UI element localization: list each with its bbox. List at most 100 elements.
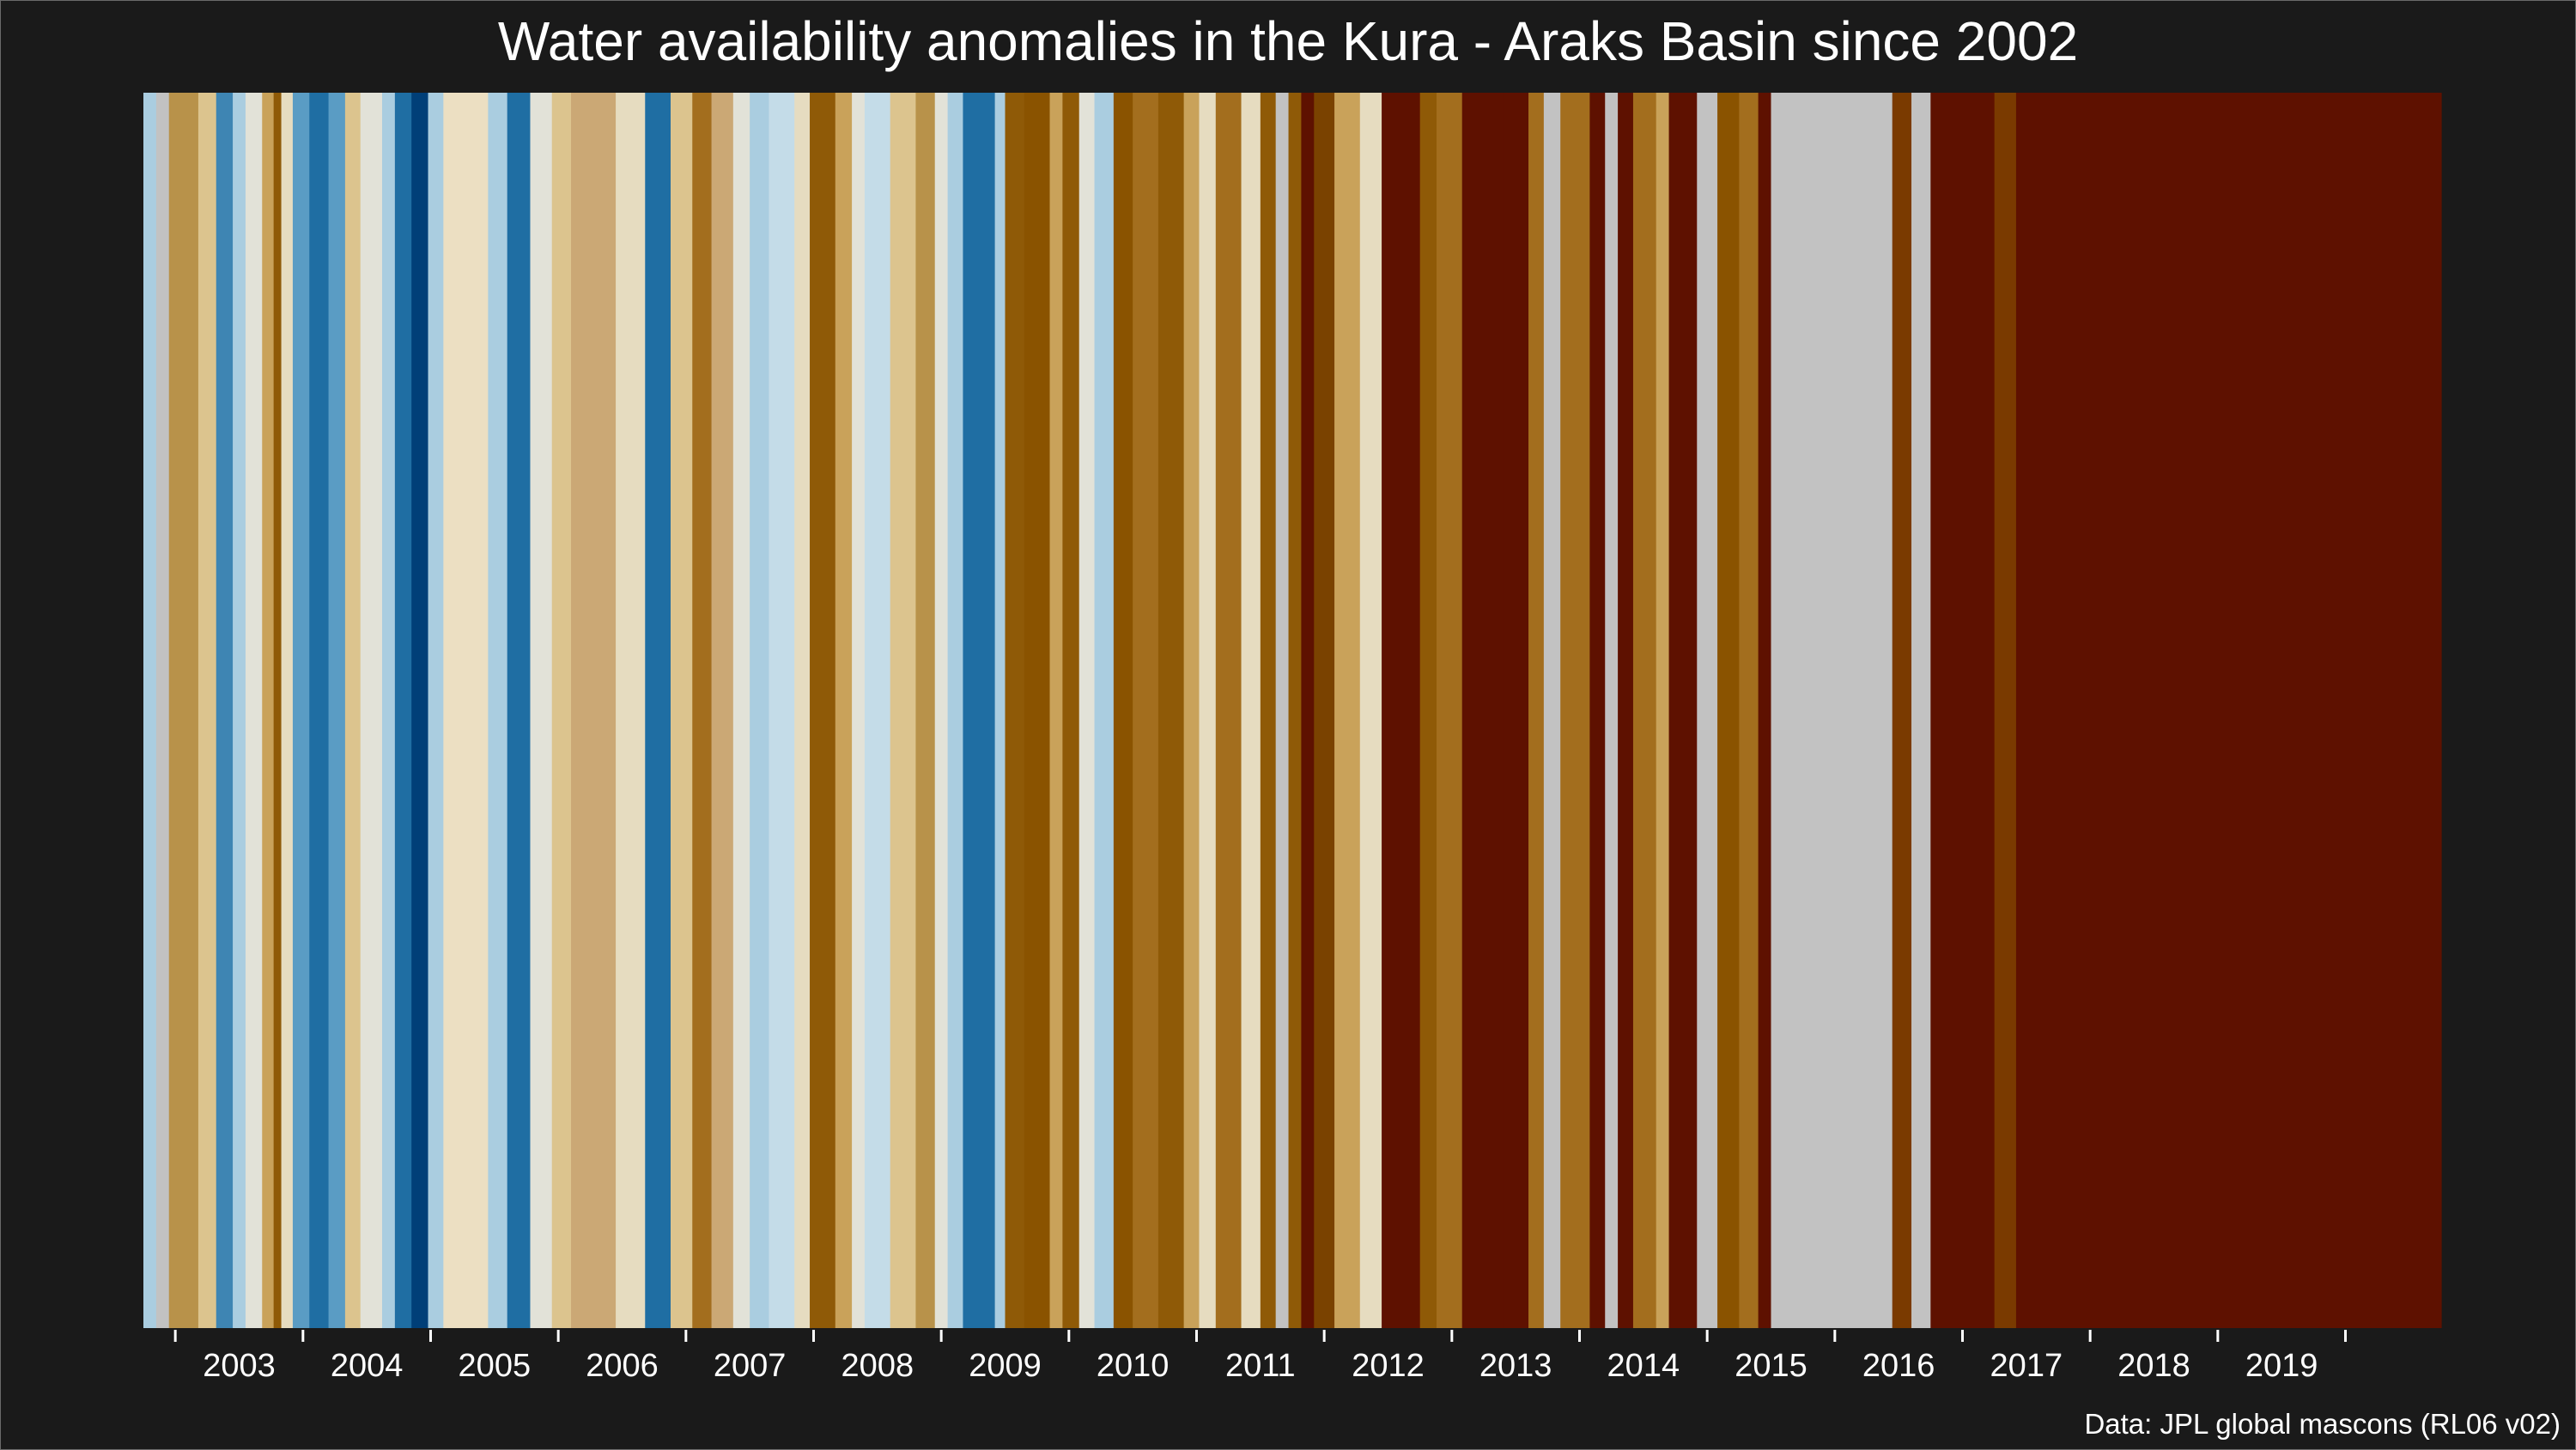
x-tick-label: 2006	[586, 1348, 659, 1384]
x-tick-label: 2016	[1862, 1348, 1935, 1384]
stripe-68	[1503, 93, 1529, 1328]
stripe-50	[1113, 93, 1133, 1328]
stripe-38	[890, 93, 917, 1328]
x-tick-label: 2010	[1097, 1348, 1170, 1384]
stripe-16	[394, 93, 412, 1328]
stripe-31	[750, 93, 770, 1328]
x-tick-label: 2009	[969, 1348, 1042, 1384]
stripe-35	[835, 93, 853, 1328]
stripe-2	[168, 93, 199, 1328]
stripe-48	[1078, 93, 1096, 1328]
stripe-37	[864, 93, 891, 1328]
stripe-86	[1930, 93, 1996, 1328]
stripe-78	[1697, 93, 1718, 1328]
stripe-81	[1758, 93, 1772, 1328]
stripe-9	[281, 93, 294, 1328]
stripe-26	[645, 93, 671, 1328]
x-tick-label: 2014	[1607, 1348, 1680, 1384]
stripe-53	[1183, 93, 1200, 1328]
stripe-14	[360, 93, 383, 1328]
stripe-49	[1094, 93, 1115, 1328]
stripe-6	[245, 93, 263, 1328]
stripe-77	[1668, 93, 1698, 1328]
stripe-46	[1049, 93, 1063, 1328]
stripe-72	[1589, 93, 1606, 1328]
x-tick-label: 2015	[1735, 1348, 1807, 1384]
stripe-21	[507, 93, 532, 1328]
stripe-25	[616, 93, 646, 1328]
x-tick-label: 2018	[2117, 1348, 2190, 1384]
stripe-0	[143, 93, 157, 1328]
stripe-69	[1528, 93, 1545, 1328]
stripe-88	[2015, 93, 2442, 1328]
x-tick-label: 2012	[1352, 1348, 1425, 1384]
stripe-51	[1133, 93, 1159, 1328]
x-tick-label: 2007	[714, 1348, 787, 1384]
stripe-59	[1288, 93, 1303, 1328]
data-source-caption: Data: JPL global mascons (RL06 v02)	[2084, 1408, 2561, 1440]
stripe-11	[309, 93, 330, 1328]
stripe-32	[769, 93, 795, 1328]
x-tick-label: 2005	[459, 1348, 532, 1384]
stripe-43	[994, 93, 1006, 1328]
stripe-55	[1215, 93, 1242, 1328]
stripe-36	[852, 93, 866, 1328]
stripe-27	[670, 93, 693, 1328]
stripe-85	[1911, 93, 1931, 1328]
stripe-45	[1024, 93, 1051, 1328]
stripe-33	[794, 93, 811, 1328]
stripe-group	[143, 93, 2442, 1328]
x-tick-label: 2017	[1990, 1348, 2063, 1384]
x-tick-label: 2011	[1225, 1348, 1296, 1384]
stripe-13	[344, 93, 361, 1328]
stripe-15	[382, 93, 396, 1328]
stripe-10	[292, 93, 310, 1328]
x-tick-label: 2004	[331, 1348, 404, 1384]
stripe-28	[692, 93, 713, 1328]
stripe-8	[273, 93, 283, 1328]
stripe-76	[1656, 93, 1670, 1328]
stripe-29	[711, 93, 734, 1328]
stripe-34	[810, 93, 836, 1328]
stripe-75	[1632, 93, 1657, 1328]
stripe-79	[1717, 93, 1740, 1328]
stripe-19	[443, 93, 489, 1328]
stripe-5	[233, 93, 246, 1328]
stripe-70	[1543, 93, 1561, 1328]
stripe-57	[1260, 93, 1277, 1328]
x-tick-label: 2008	[841, 1348, 914, 1384]
stripe-30	[732, 93, 750, 1328]
stripe-52	[1157, 93, 1185, 1328]
x-axis: 2003 2004 2005 2006 2007 2008 2009 2010 2011 2012…	[173, 1330, 2347, 1384]
x-tick-label: 2013	[1479, 1348, 1552, 1384]
stripe-23	[551, 93, 572, 1328]
stripe-65	[1419, 93, 1437, 1328]
stripe-24	[571, 93, 617, 1328]
stripe-84	[1892, 93, 1912, 1328]
stripe-12	[328, 93, 346, 1328]
stripe-80	[1739, 93, 1759, 1328]
stripe-47	[1062, 93, 1080, 1328]
stripe-73	[1605, 93, 1619, 1328]
stripe-44	[1005, 93, 1025, 1328]
chart-title: Water availability anomalies in the Kura…	[497, 10, 2079, 72]
stripe-63	[1359, 93, 1382, 1328]
stripe-87	[1994, 93, 2017, 1328]
stripe-58	[1275, 93, 1290, 1328]
stripe-20	[488, 93, 508, 1328]
stripe-66	[1436, 93, 1463, 1328]
stripe-42	[963, 93, 996, 1328]
stripe-4	[216, 93, 234, 1328]
stripe-3	[197, 93, 217, 1328]
stripe-83	[1796, 93, 1893, 1328]
stripe-62	[1334, 93, 1361, 1328]
stripe-40	[934, 93, 949, 1328]
stripe-60	[1301, 93, 1315, 1328]
stripe-67	[1461, 93, 1504, 1328]
stripe-7	[262, 93, 275, 1328]
stripe-1	[155, 93, 170, 1328]
x-tick-label: 2019	[2245, 1348, 2318, 1384]
stripe-64	[1382, 93, 1421, 1328]
x-tick-label: 2003	[203, 1348, 276, 1384]
